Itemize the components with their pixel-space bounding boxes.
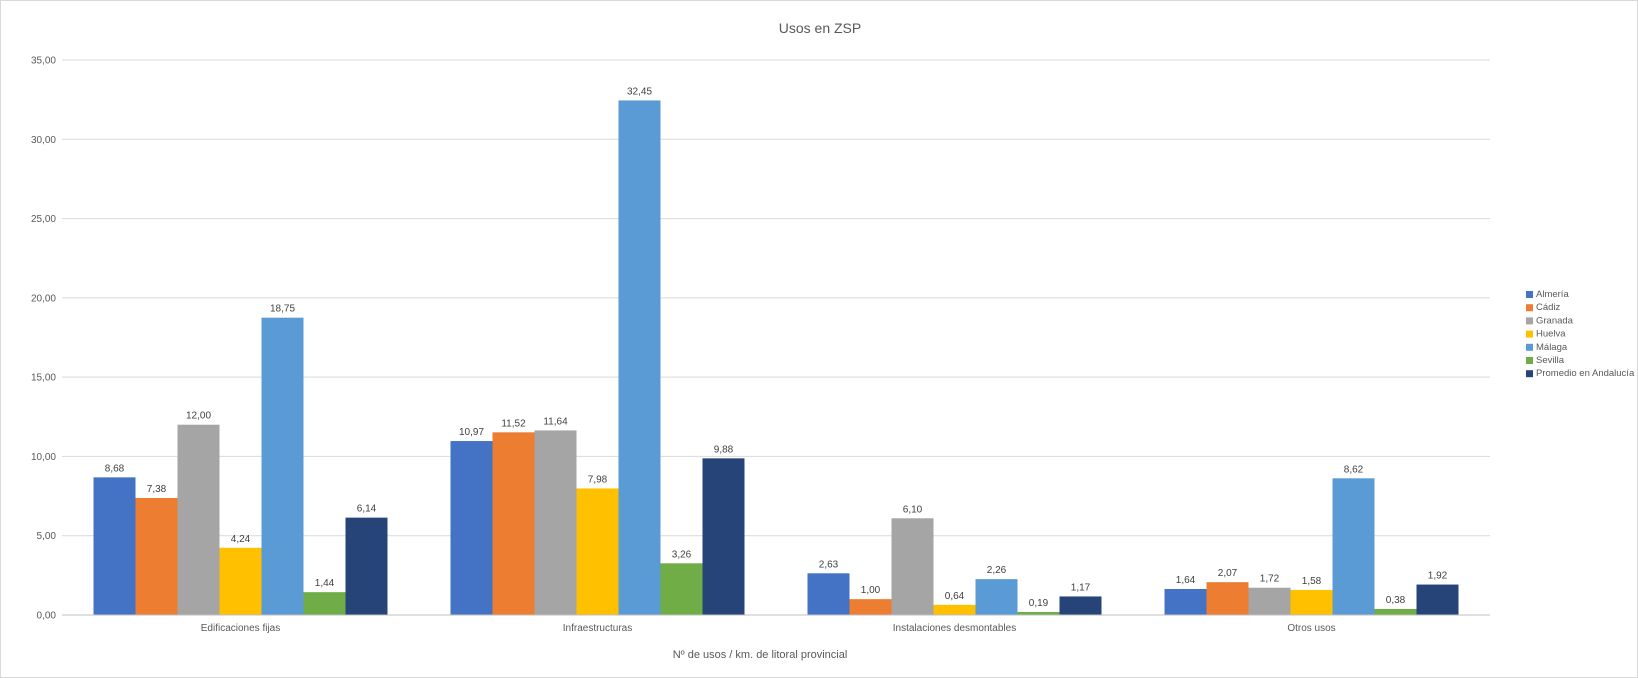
y-tick-label: 10,00 xyxy=(31,452,56,463)
legend-swatch xyxy=(1526,304,1533,312)
bar xyxy=(1290,589,1333,615)
bar xyxy=(807,573,850,615)
x-tick-label: Edificaciones fijas xyxy=(201,623,280,634)
data-label: 1,00 xyxy=(861,585,881,596)
bar xyxy=(534,430,577,615)
bar xyxy=(177,424,220,615)
data-label: 18,75 xyxy=(270,304,295,315)
data-label: 1,64 xyxy=(1176,575,1196,586)
data-label: 2,07 xyxy=(1218,568,1238,579)
y-tick-label: 35,00 xyxy=(31,56,56,67)
data-label: 7,38 xyxy=(147,484,167,495)
legend-entry: Huelva xyxy=(1536,329,1566,340)
data-label: 2,63 xyxy=(819,559,839,570)
data-label: 6,10 xyxy=(903,504,923,515)
bar xyxy=(345,517,388,615)
data-label: 11,52 xyxy=(501,418,526,429)
bar xyxy=(261,317,304,615)
legend-swatch xyxy=(1526,317,1533,325)
bar xyxy=(576,488,619,615)
x-tick-label: Infraestructuras xyxy=(563,623,632,634)
bar xyxy=(702,458,745,615)
data-label: 1,58 xyxy=(1302,576,1322,587)
bar xyxy=(1206,582,1249,615)
bar xyxy=(891,518,934,615)
data-label: 4,24 xyxy=(231,534,251,545)
bars xyxy=(93,100,1459,615)
bar xyxy=(492,432,535,615)
bar xyxy=(1416,584,1459,615)
y-tick-label: 20,00 xyxy=(31,293,56,304)
bar xyxy=(1374,608,1417,615)
legend-entry: Sevilla xyxy=(1536,355,1565,366)
y-tick-label: 15,00 xyxy=(31,373,56,384)
data-label: 8,62 xyxy=(1344,464,1364,475)
x-tick-label: Otros usos xyxy=(1287,623,1335,634)
data-label: 7,98 xyxy=(588,474,608,485)
legend-entry: Málaga xyxy=(1536,342,1568,353)
bar xyxy=(303,592,346,615)
data-label: 1,44 xyxy=(315,578,335,589)
data-label: 2,26 xyxy=(987,565,1007,576)
data-label: 3,26 xyxy=(672,549,692,560)
y-axis-ticks: 0,00 5,00 10,00 15,00 20,00 25,00 30,00 35,00 xyxy=(31,56,56,622)
legend-swatch xyxy=(1526,343,1533,351)
data-label: 1,72 xyxy=(1260,574,1280,585)
data-label: 6,14 xyxy=(357,504,377,515)
y-tick-label: 30,00 xyxy=(31,135,56,146)
x-tick-label: Instalaciones desmontables xyxy=(893,623,1016,634)
bar xyxy=(450,441,493,615)
legend-swatch xyxy=(1526,291,1533,298)
legend-entry: Granada xyxy=(1536,315,1574,326)
chart-title: Usos en ZSP xyxy=(779,20,861,36)
bar xyxy=(1164,588,1207,615)
y-tick-label: 0,00 xyxy=(37,611,57,622)
data-label: 0,64 xyxy=(945,591,965,602)
x-axis-title: Nº de usos / km. de litoral provincial xyxy=(673,649,848,661)
data-label: 1,17 xyxy=(1071,582,1091,593)
data-labels: 8,68 7,38 12,00 4,24 18,75 1,44 6,14 10,97 11,52… xyxy=(105,86,1448,609)
data-label: 12,00 xyxy=(186,411,211,422)
legend: Almería Cádiz Granada Huelva Málaga Sevilla Pr… xyxy=(1526,289,1635,379)
data-label: 1,92 xyxy=(1428,571,1448,582)
bar xyxy=(975,579,1018,615)
bar xyxy=(1017,611,1060,615)
bar xyxy=(135,497,178,615)
data-label: 9,88 xyxy=(714,444,734,455)
bar xyxy=(1248,587,1291,615)
data-label: 10,97 xyxy=(459,427,484,438)
legend-swatch xyxy=(1526,370,1533,378)
legend-entry: Promedio en Andalucía xyxy=(1536,368,1635,379)
data-label: 11,64 xyxy=(543,416,568,427)
data-label: 0,38 xyxy=(1386,595,1406,606)
x-axis-ticks: Edificaciones fijas Infraestructuras Insta… xyxy=(201,623,1336,634)
legend-swatch xyxy=(1526,357,1533,364)
bar xyxy=(933,604,976,615)
bar xyxy=(1332,478,1375,615)
data-label: 0,19 xyxy=(1029,598,1049,609)
bar xyxy=(1059,596,1102,615)
legend-swatch xyxy=(1526,330,1533,338)
bar xyxy=(618,100,661,615)
bar xyxy=(849,599,892,615)
data-label: 32,45 xyxy=(627,86,652,97)
bar xyxy=(219,547,262,615)
legend-entry: Almería xyxy=(1536,289,1569,300)
bar xyxy=(660,563,703,615)
y-tick-label: 5,00 xyxy=(37,531,57,542)
y-tick-label: 25,00 xyxy=(31,214,56,225)
legend-entry: Cádiz xyxy=(1536,302,1561,313)
bar xyxy=(93,477,136,615)
data-label: 8,68 xyxy=(105,463,125,474)
